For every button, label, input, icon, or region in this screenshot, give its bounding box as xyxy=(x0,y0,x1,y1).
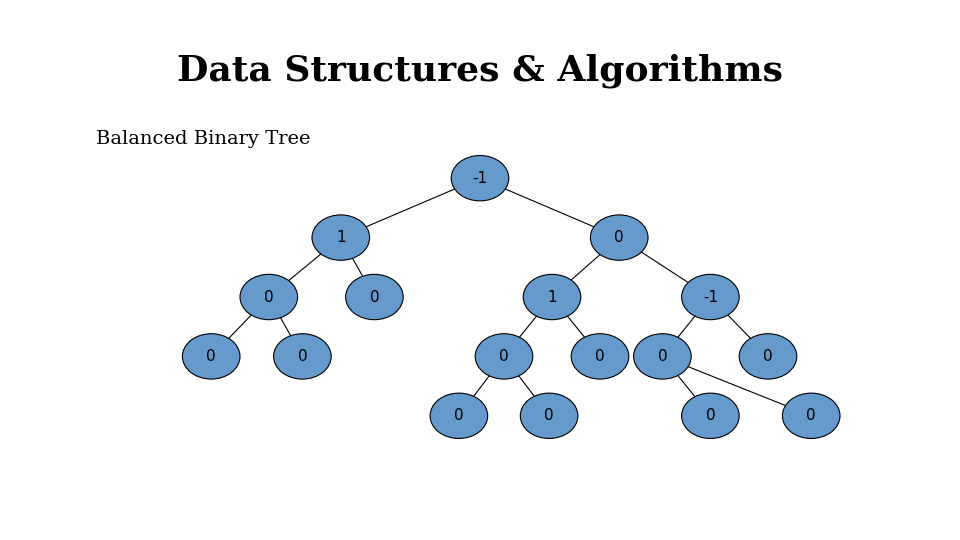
Text: 0: 0 xyxy=(614,230,624,245)
Ellipse shape xyxy=(739,334,797,379)
Text: 0: 0 xyxy=(544,408,554,423)
Text: 0: 0 xyxy=(454,408,464,423)
Ellipse shape xyxy=(682,393,739,438)
Ellipse shape xyxy=(475,334,533,379)
Ellipse shape xyxy=(451,156,509,201)
Text: 0: 0 xyxy=(499,349,509,364)
Text: 1: 1 xyxy=(336,230,346,245)
Text: -1: -1 xyxy=(703,289,718,305)
Text: Data Structures & Algorithms: Data Structures & Algorithms xyxy=(177,54,783,89)
Text: Balanced Binary Tree: Balanced Binary Tree xyxy=(96,130,310,147)
Text: 0: 0 xyxy=(298,349,307,364)
Ellipse shape xyxy=(634,334,691,379)
Ellipse shape xyxy=(346,274,403,320)
Text: 0: 0 xyxy=(595,349,605,364)
Text: -1: -1 xyxy=(472,171,488,186)
Ellipse shape xyxy=(182,334,240,379)
Text: 1: 1 xyxy=(547,289,557,305)
Ellipse shape xyxy=(782,393,840,438)
Ellipse shape xyxy=(682,274,739,320)
Text: 0: 0 xyxy=(706,408,715,423)
Text: 0: 0 xyxy=(370,289,379,305)
Ellipse shape xyxy=(312,215,370,260)
Ellipse shape xyxy=(571,334,629,379)
Ellipse shape xyxy=(240,274,298,320)
Text: 0: 0 xyxy=(264,289,274,305)
Text: 0: 0 xyxy=(658,349,667,364)
Text: 0: 0 xyxy=(206,349,216,364)
Ellipse shape xyxy=(430,393,488,438)
Text: 0: 0 xyxy=(763,349,773,364)
Ellipse shape xyxy=(590,215,648,260)
Ellipse shape xyxy=(274,334,331,379)
Ellipse shape xyxy=(523,274,581,320)
Text: 0: 0 xyxy=(806,408,816,423)
Ellipse shape xyxy=(520,393,578,438)
